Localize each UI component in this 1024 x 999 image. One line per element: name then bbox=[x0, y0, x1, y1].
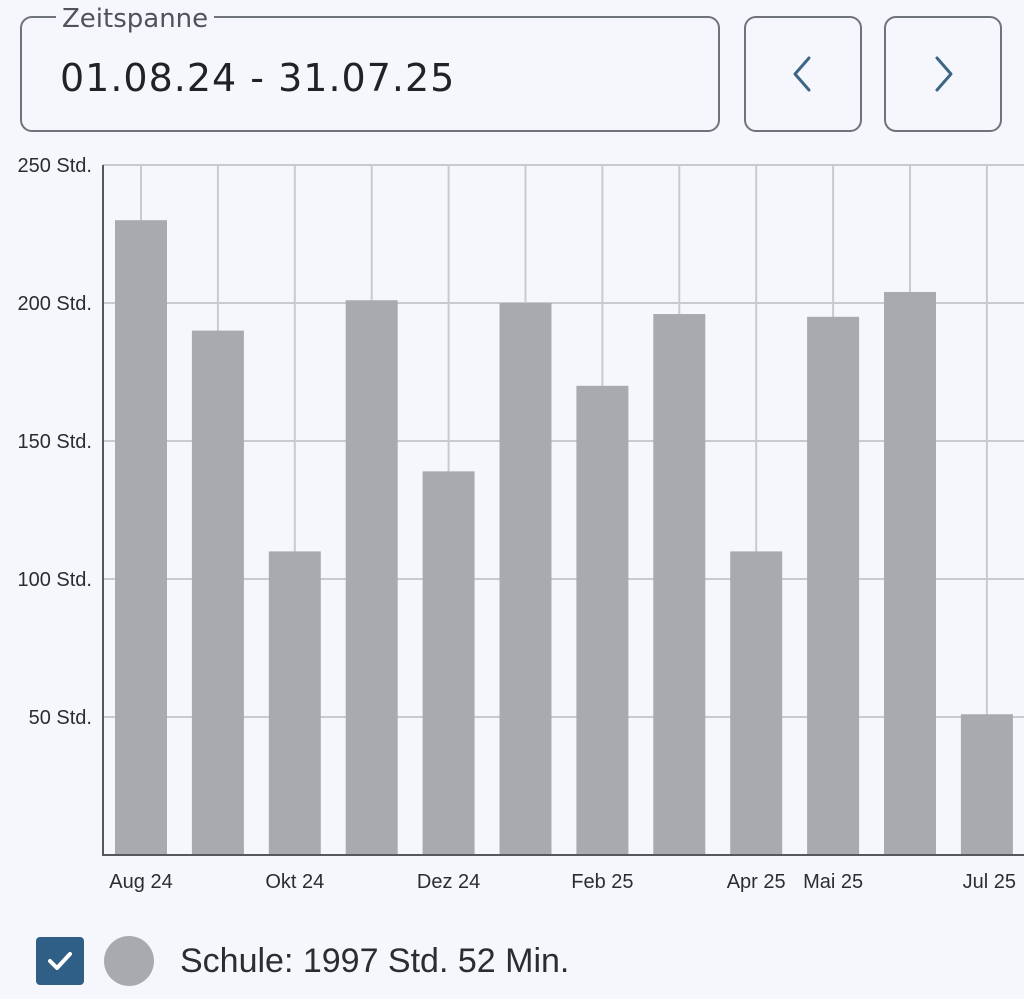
bar bbox=[884, 291, 936, 855]
bar bbox=[960, 714, 1013, 855]
previous-period-button[interactable] bbox=[744, 16, 862, 132]
chevron-left-icon bbox=[793, 56, 811, 92]
legend: Schule: 1997 Std. 52 Min. bbox=[36, 936, 569, 986]
checkmark-icon bbox=[48, 952, 72, 970]
x-tick-label: Okt 24 bbox=[265, 871, 324, 893]
bar bbox=[576, 385, 629, 855]
chevron-right-icon bbox=[935, 56, 953, 92]
x-tick-label: Jul 25 bbox=[963, 871, 1016, 893]
next-period-button[interactable] bbox=[884, 16, 1002, 132]
zeitspanne-value: 01.08.24 - 31.07.25 bbox=[60, 56, 456, 100]
y-tick-label: 200 Std. bbox=[17, 293, 92, 315]
x-tick-label: Dez 24 bbox=[417, 871, 480, 893]
bar bbox=[807, 316, 860, 855]
bar bbox=[499, 303, 552, 855]
y-tick-label: 100 Std. bbox=[17, 569, 92, 591]
x-tick-label: Aug 24 bbox=[109, 871, 172, 893]
zeitspanne-field[interactable]: 01.08.24 - 31.07.25 bbox=[20, 16, 720, 132]
x-tick-label: Apr 25 bbox=[727, 871, 786, 893]
bar bbox=[268, 551, 321, 855]
bar bbox=[422, 471, 475, 855]
zeitspanne-label: Zeitspanne bbox=[56, 2, 215, 36]
x-tick-label: Mai 25 bbox=[803, 871, 863, 893]
bar bbox=[191, 330, 244, 856]
bar bbox=[345, 300, 398, 855]
y-tick-label: 150 Std. bbox=[17, 431, 92, 453]
x-tick-label: Feb 25 bbox=[571, 871, 633, 893]
bar bbox=[115, 220, 167, 855]
series-color-dot bbox=[104, 936, 154, 986]
y-tick-label: 250 Std. bbox=[17, 155, 92, 177]
series-checkbox[interactable] bbox=[36, 937, 84, 985]
bar bbox=[730, 551, 783, 855]
legend-label: Schule: 1997 Std. 52 Min. bbox=[180, 942, 570, 980]
y-tick-label: 50 Std. bbox=[29, 707, 92, 729]
bar bbox=[653, 314, 706, 855]
hours-bar-chart: 50 Std. 100 Std. 150 Std. 200 Std. 250 Std. A… bbox=[17, 155, 1024, 893]
